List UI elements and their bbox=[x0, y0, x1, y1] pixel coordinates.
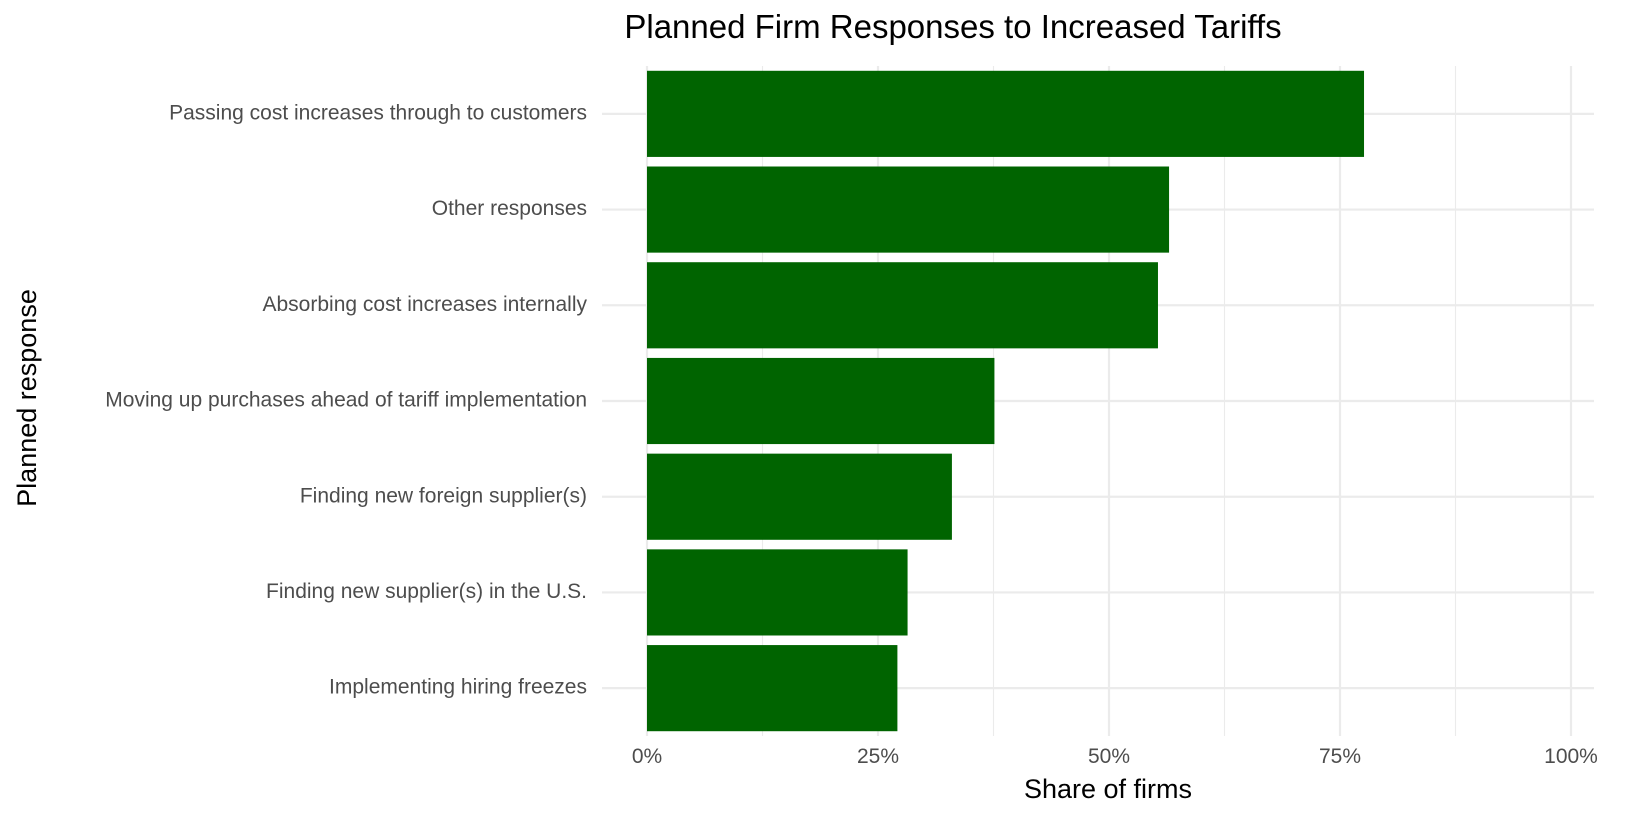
bar bbox=[647, 645, 898, 732]
bars bbox=[647, 70, 1365, 732]
bar bbox=[647, 262, 1158, 349]
y-tick-label: Passing cost increases through to custom… bbox=[169, 101, 587, 124]
x-tick-label: 50% bbox=[1088, 745, 1130, 768]
x-tick-label: 100% bbox=[1544, 745, 1598, 768]
x-tick-label: 25% bbox=[857, 745, 899, 768]
bar bbox=[647, 166, 1170, 253]
y-axis-tick-labels: Passing cost increases through to custom… bbox=[105, 101, 587, 698]
chart-title: Planned Firm Responses to Increased Tari… bbox=[624, 8, 1281, 45]
y-tick-label: Other responses bbox=[432, 197, 587, 220]
x-tick-label: 75% bbox=[1319, 745, 1361, 768]
y-tick-label: Absorbing cost increases internally bbox=[263, 293, 588, 316]
y-axis-title: Planned response bbox=[12, 289, 42, 507]
bar bbox=[647, 453, 952, 540]
bar bbox=[647, 70, 1365, 157]
y-tick-label: Implementing hiring freezes bbox=[329, 676, 587, 699]
x-tick-label: 0% bbox=[632, 745, 662, 768]
bar bbox=[647, 549, 908, 636]
y-tick-label: Finding new supplier(s) in the U.S. bbox=[266, 580, 587, 603]
bar bbox=[647, 357, 995, 445]
x-axis-title: Share of firms bbox=[1024, 774, 1192, 804]
x-axis-tick-labels: 0% 25% 50% 75% 100% bbox=[632, 745, 1598, 768]
y-tick-label: Moving up purchases ahead of tariff impl… bbox=[105, 389, 587, 412]
y-tick-label: Finding new foreign supplier(s) bbox=[300, 484, 587, 507]
